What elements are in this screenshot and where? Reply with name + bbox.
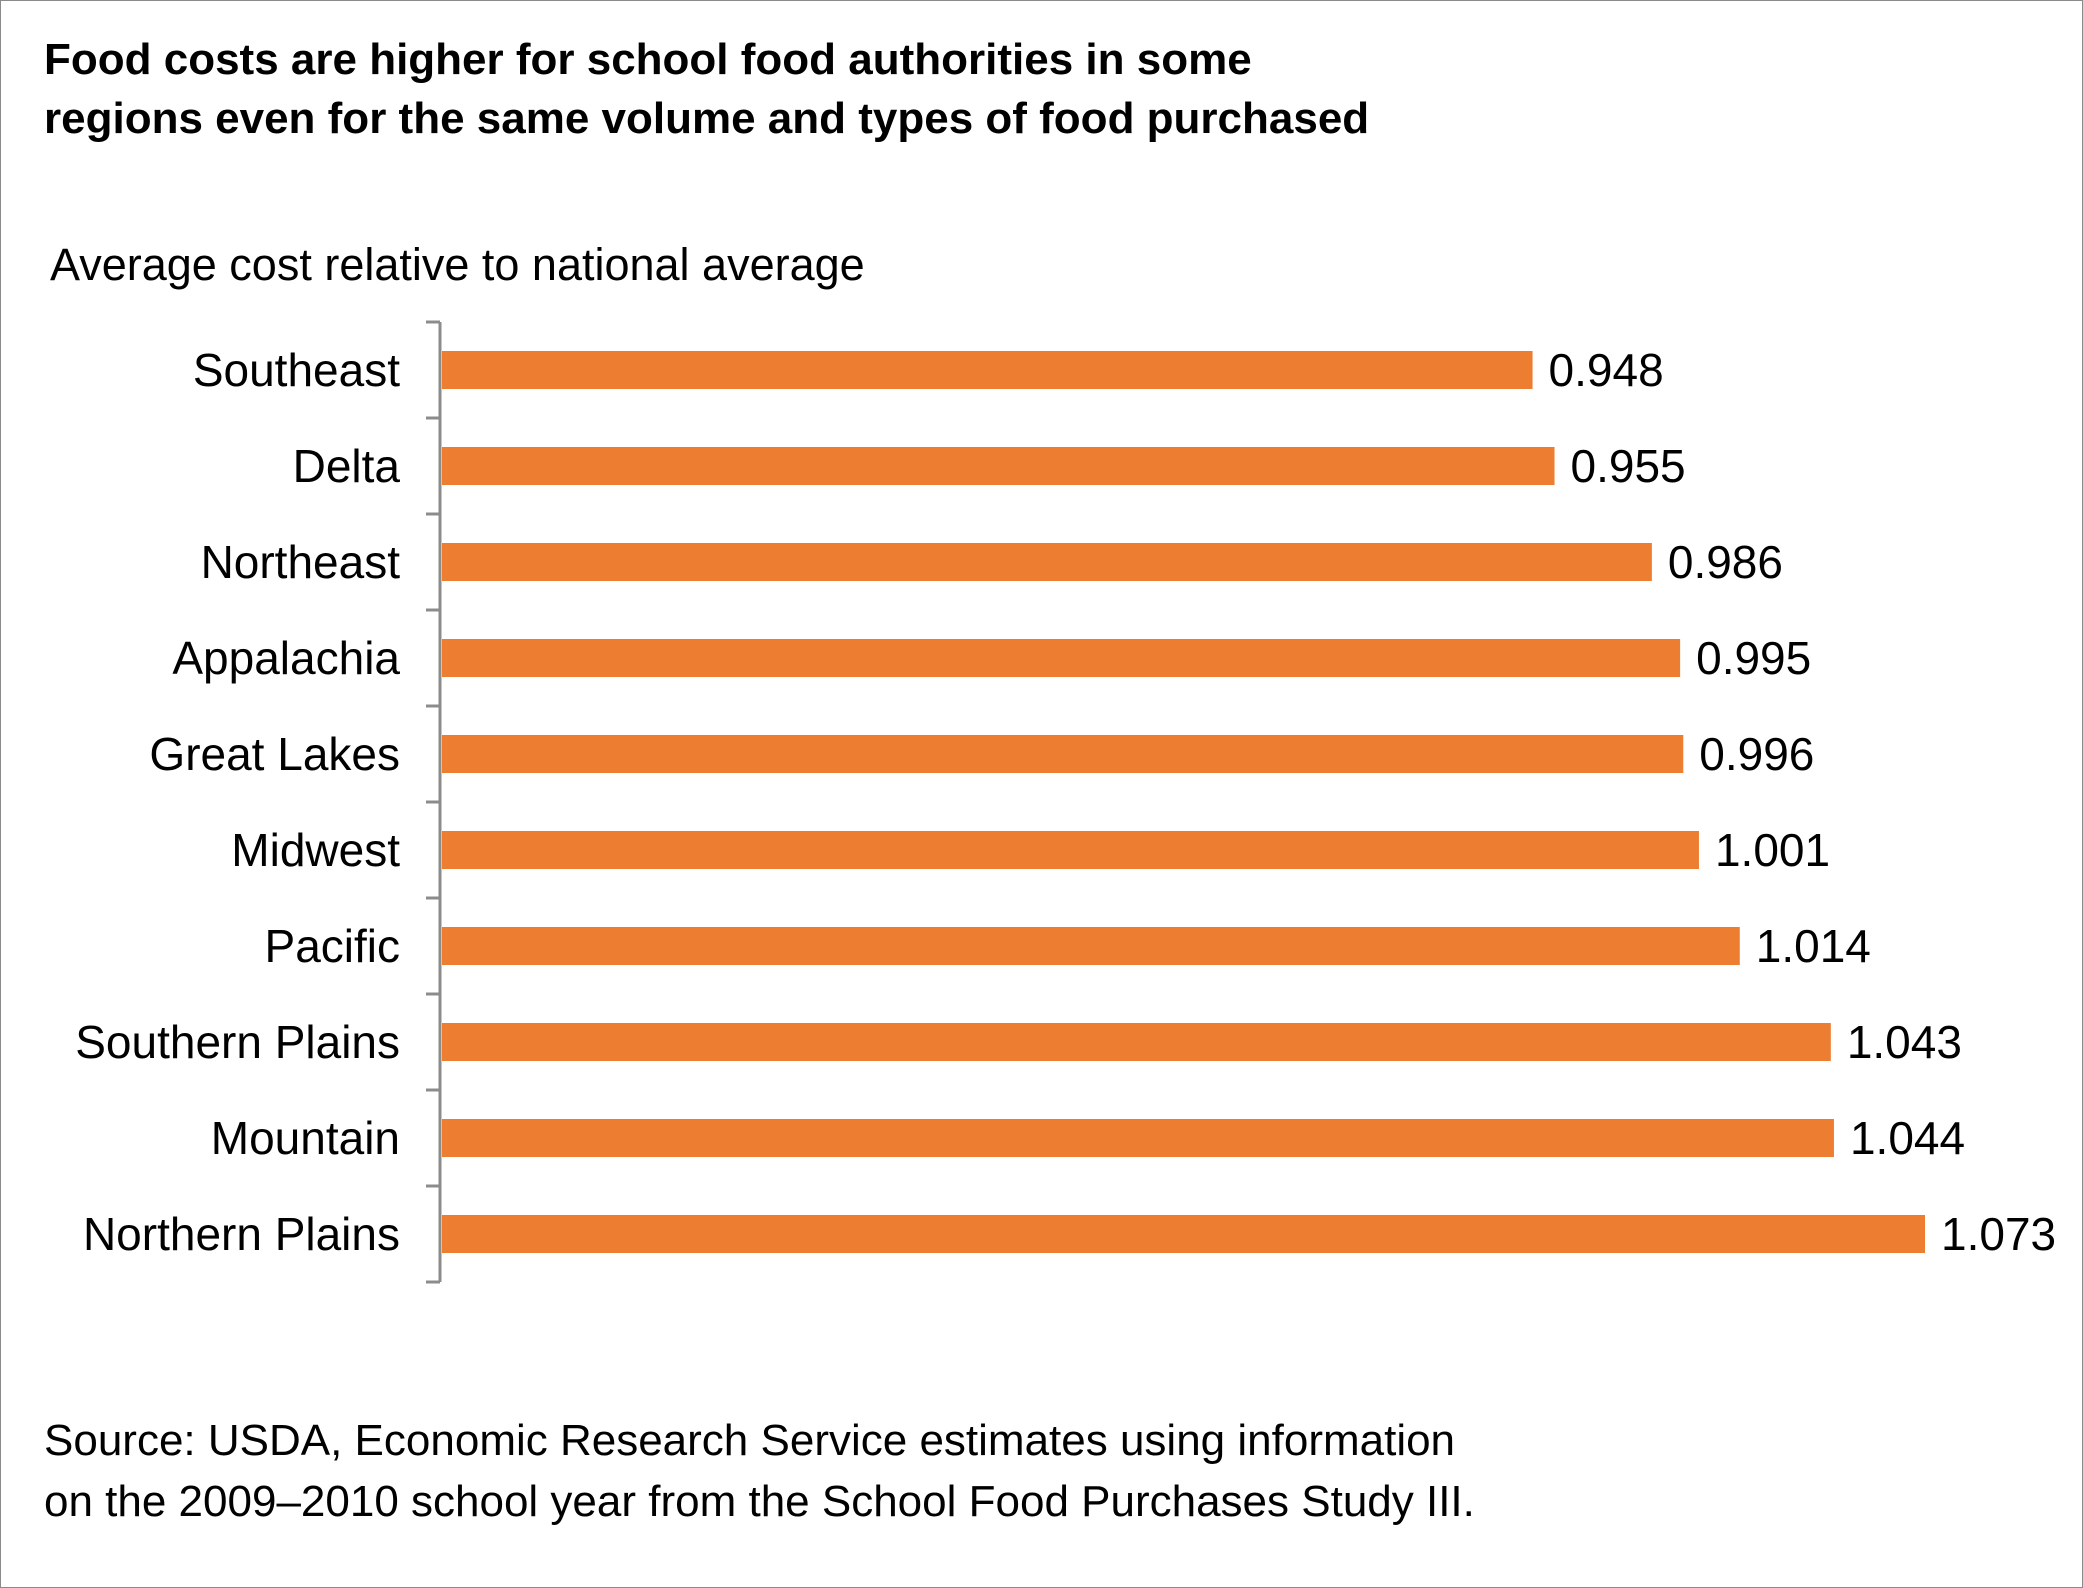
category-label: Pacific [265,920,400,972]
value-label: 1.073 [1941,1208,2056,1260]
source-note: Source: USDA, Economic Research Service … [44,1416,1475,1526]
chart-title: Food costs are higher for school food au… [44,35,1370,143]
value-label: 1.044 [1850,1112,1965,1164]
bar-pacific [442,927,1740,965]
value-label: 1.014 [1756,920,1871,972]
value-label: 0.948 [1549,344,1664,396]
value-label: 0.995 [1696,632,1811,684]
category-axis [426,320,442,1284]
value-label: 1.043 [1847,1016,1962,1068]
axis-label: Average cost relative to national averag… [50,239,865,290]
bar-mountain [442,1119,1834,1157]
bar-midwest [442,831,1699,869]
value-label: 0.986 [1668,536,1783,588]
value-label: 0.955 [1571,440,1686,492]
category-label: Midwest [231,824,400,876]
bar-delta [442,447,1555,485]
bar-southeast [442,351,1533,389]
bar-great-lakes [442,735,1684,773]
category-label: Mountain [211,1112,400,1164]
category-labels: Southeast Delta Northeast Appalachia Great L… [75,344,400,1260]
bar-appalachia [442,639,1681,677]
value-labels: 0.948 0.955 0.986 0.995 0.996 1.001 1.014 1.043… [1549,344,2057,1260]
value-label: 0.996 [1699,728,1814,780]
bar-southern-plains [442,1023,1831,1061]
category-label: Delta [293,440,401,492]
category-label: Appalachia [172,632,400,684]
category-label: Southern Plains [75,1016,400,1068]
category-label: Great Lakes [149,728,400,780]
bar-northeast [442,543,1652,581]
value-label: 1.001 [1715,824,1830,876]
category-label: Northern Plains [83,1208,400,1260]
category-label: Northeast [201,536,401,588]
category-label: Southeast [193,344,400,396]
bars [442,351,1925,1253]
bar-northern-plains [442,1215,1925,1253]
